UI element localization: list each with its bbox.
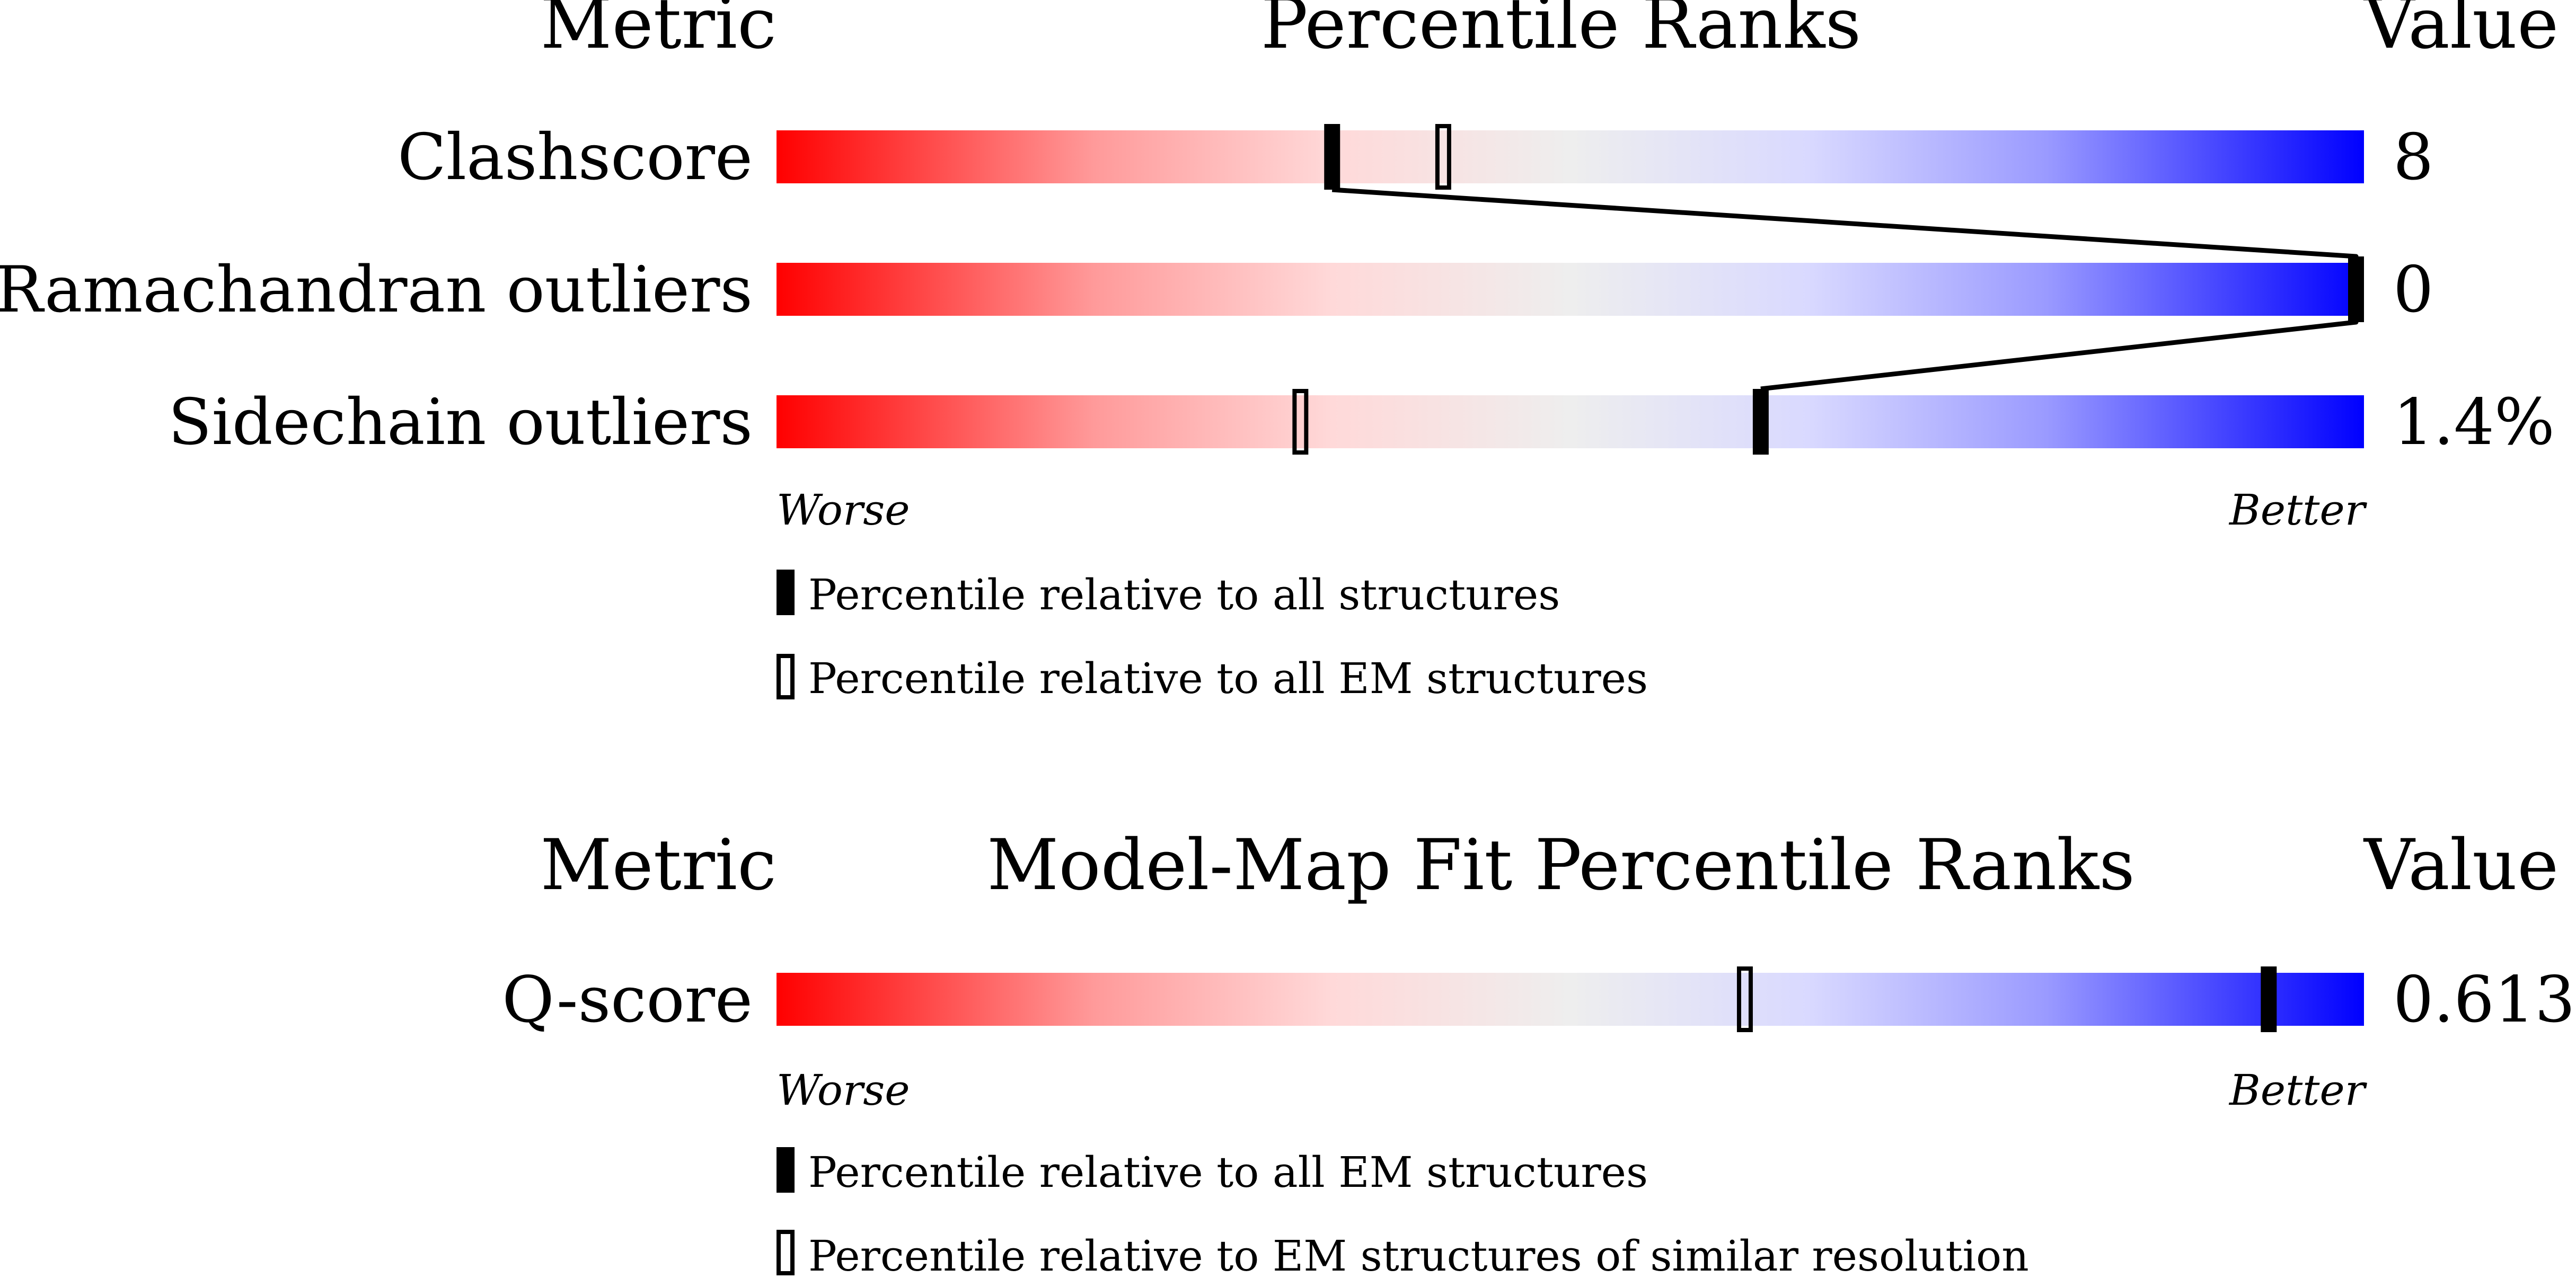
percentile-bar [777, 973, 2364, 1026]
validation-rows: Clashscore 8 Ramachandran outliers 0 Sidecha… [0, 121, 2555, 459]
chart-title: Model-Map Fit Percentile Ranks [987, 824, 2135, 906]
legend-open-marker [777, 654, 795, 699]
metric-label: Clashscore [398, 121, 753, 194]
metric-value: 0 [2393, 253, 2433, 327]
worse-label: Worse [777, 1066, 910, 1115]
open-percentile-marker [1736, 966, 1753, 1032]
worse-label: Worse [777, 485, 910, 535]
legend-filled-label: Percentile relative to all EM structures [808, 1148, 1648, 1197]
open-percentile-marker [1435, 124, 1451, 190]
percentile-bar [777, 263, 2364, 316]
chart-title: Percentile Ranks [1261, 0, 1862, 65]
metric-label: Q-score [502, 963, 753, 1037]
percentile-bar [777, 395, 2364, 448]
model-map-fit-rows: Q-score 0.613 [502, 963, 2575, 1037]
legend-filled-marker [777, 570, 795, 615]
metric-value: 1.4% [2393, 386, 2555, 459]
model-map-fit-panel: Metric Model-Map Fit Percentile Ranks Va… [502, 824, 2575, 1278]
value-header: Value [2363, 824, 2559, 906]
validation-panel: Metric Percentile Ranks Value Clashscore… [0, 0, 2559, 703]
metric-header: Metric [540, 0, 777, 65]
filled-percentile-marker [1324, 124, 1340, 190]
better-label: Better [2228, 485, 2368, 535]
metric-value: 0.613 [2393, 963, 2575, 1037]
legend-filled-marker [777, 1147, 795, 1193]
filled-percentile-marker [1752, 389, 1769, 455]
value-header: Value [2363, 0, 2559, 65]
metric-header: Metric [540, 824, 777, 906]
legend-filled-label: Percentile relative to all structures [808, 570, 1560, 619]
percentile-bar [777, 130, 2364, 183]
legend-open-label: Percentile relative to EM structures of … [808, 1231, 2029, 1278]
percentile-connector-line [1331, 187, 2359, 392]
metric-value: 8 [2393, 121, 2433, 194]
legend-open-marker [777, 1230, 795, 1275]
filled-percentile-marker [2261, 966, 2277, 1032]
metric-label: Sidechain outliers [168, 386, 753, 459]
metric-label: Ramachandran outliers [0, 253, 753, 327]
better-label: Better [2228, 1066, 2368, 1115]
open-percentile-marker [1292, 389, 1309, 455]
legend-open-label: Percentile relative to all EM structures [808, 654, 1648, 703]
